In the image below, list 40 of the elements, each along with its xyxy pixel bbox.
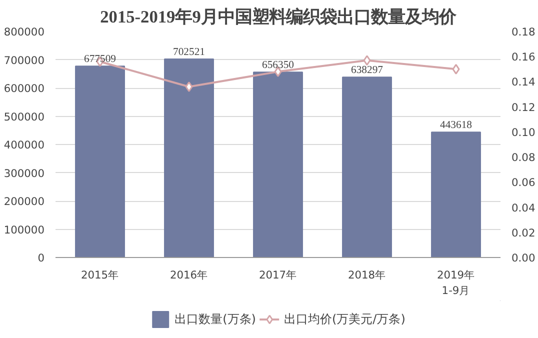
point	[185, 81, 193, 92]
y2-tick-label: 0.18	[512, 26, 536, 38]
point	[452, 64, 460, 74]
data-label: 677509	[84, 54, 116, 66]
bar	[164, 58, 214, 258]
y2-tick-label: 0.10	[512, 126, 536, 139]
y2-tick-label: 0.08	[512, 151, 536, 164]
bar	[431, 132, 481, 258]
legend-label: 出口均价(万美元/万条)	[284, 310, 406, 328]
bar	[75, 66, 125, 258]
data-label: 702521	[173, 47, 205, 58]
x-tick-label: 2016年	[170, 268, 208, 282]
y-tick-label: 100000	[4, 223, 45, 236]
y2-tick-label: 0.14	[512, 76, 536, 89]
point	[363, 55, 371, 66]
y-tick-label: 500000	[4, 110, 45, 124]
data-label: 638297	[351, 65, 384, 76]
y2-tick-label: 0.04	[512, 201, 536, 214]
y2-tick-label: 0.16	[512, 50, 536, 64]
x-tick-label: 2017年	[258, 268, 298, 282]
data-label: 443618	[440, 120, 472, 132]
y2-tick-label: 0.12	[512, 100, 536, 114]
x-tick-label: 2018年	[348, 268, 386, 282]
y2-tick-label: 0.00	[512, 252, 536, 264]
x-tick-label: 2015年	[80, 268, 120, 282]
y-tick-label: 300000	[4, 166, 45, 180]
y-tick-label: 800000	[4, 26, 45, 38]
y-tick-label: 700000	[4, 54, 45, 67]
y-tick-label: 0	[38, 252, 45, 264]
x-tick-label: 2019年 1-9月	[436, 268, 476, 298]
y-tick-label: 600000	[4, 82, 45, 95]
chart-title: 2015-2019年9月中国塑料编织袋出口数量及均价	[100, 6, 457, 26]
data-label: 656350	[262, 60, 294, 72]
bar	[342, 76, 392, 258]
y2-tick-label: 0.06	[512, 176, 536, 190]
y-tick-label: 400000	[4, 138, 45, 152]
legend-label: 出口数量(万条)	[174, 310, 256, 328]
y-tick-label: 200000	[4, 195, 45, 208]
bar	[253, 72, 303, 258]
y2-tick-label: 0.02	[512, 226, 536, 240]
